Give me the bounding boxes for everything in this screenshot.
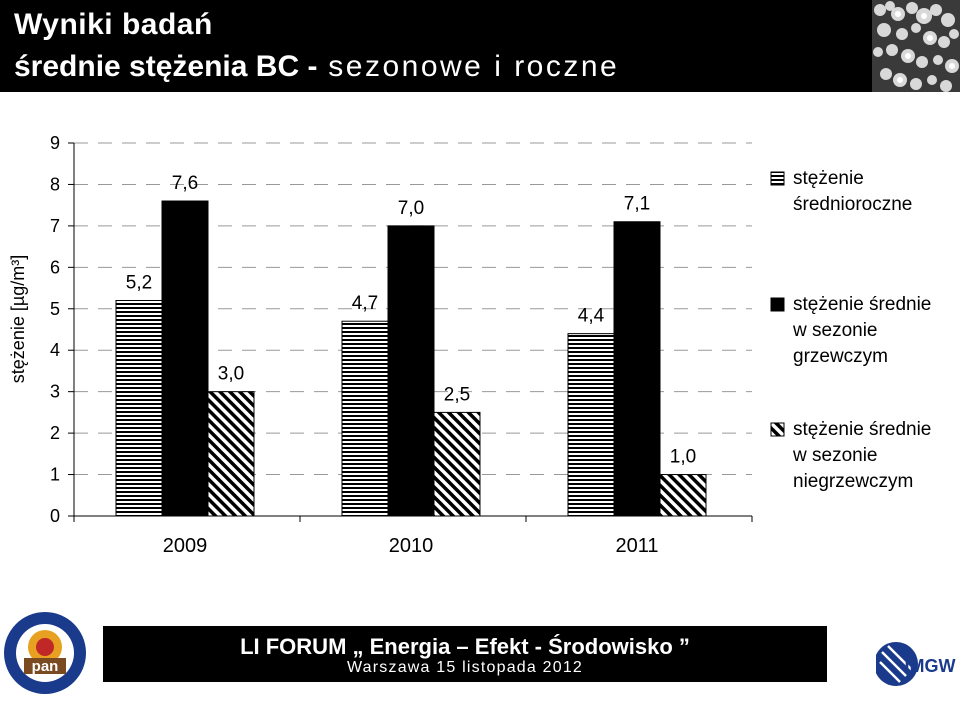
bar-value-label: 7,0 (398, 198, 424, 219)
y-tick-label: 1 (50, 465, 60, 485)
bar (387, 225, 435, 517)
subtitle-main: średnie stężenia BC - (14, 50, 318, 83)
bc-concentration-chart: 0 1 2 3 4 5 6 7 8 9 2009 2010 2011 5,2 7,6 3,0 4,7 7,0 2,… (8, 133, 931, 557)
legend-label: stężenie średnie (793, 294, 931, 315)
bar (161, 200, 209, 517)
x-tick-label: 2009 (163, 535, 208, 557)
bar-value-label: 4,4 (578, 306, 605, 327)
legend-label: w sezonie (792, 320, 878, 341)
y-tick-label: 6 (50, 257, 60, 277)
subtitle-rest: sezonowe i roczne (317, 50, 620, 83)
forum-date: Warszawa 15 listopada 2012 (346, 659, 584, 676)
bar (659, 474, 707, 517)
page-title: Wyniki badań (14, 8, 213, 41)
bar-value-label: 7,1 (624, 194, 650, 215)
bar (341, 320, 389, 517)
bar (567, 333, 615, 517)
bar-value-label: 7,6 (172, 173, 198, 194)
pan-institute-logo: pan (2, 610, 88, 696)
legend-label: stężenie (793, 168, 864, 189)
legend-label: stężenie średnie (793, 419, 931, 440)
y-tick-label: 3 (50, 382, 60, 402)
legend-label: grzewczym (793, 346, 888, 367)
legend-label: niegrzewczym (793, 471, 913, 492)
legend-label: w sezonie (792, 445, 878, 466)
pan-logo-text: pan (32, 658, 59, 675)
legend-swatch (770, 297, 785, 312)
footer-bar: LI FORUM „ Energia – Efekt - Środowisko … (103, 626, 827, 682)
x-tick-label: 2010 (389, 535, 434, 557)
bar-value-label: 3,0 (218, 364, 244, 385)
y-tick-label: 8 (50, 174, 60, 194)
bar-value-label: 4,7 (352, 293, 378, 314)
data-labels: 5,2 7,6 3,0 4,7 7,0 2,5 4,4 7,1 1,0 (126, 173, 696, 468)
legend-swatch (770, 171, 785, 186)
y-tick-label: 0 (50, 506, 60, 526)
microscope-photo (872, 0, 960, 92)
bar (115, 299, 163, 517)
imgw-logo-text: IMGW (905, 656, 956, 676)
y-tick-label: 7 (50, 216, 60, 236)
legend-label: średnioroczne (793, 194, 912, 215)
bars (115, 200, 707, 517)
legend: stężenie średnioroczne stężenie średnie w s… (770, 168, 931, 492)
imgw-logo: IMGW (874, 636, 956, 692)
particles-image (872, 0, 960, 92)
bar-value-label: 1,0 (670, 447, 696, 468)
y-tick-label: 5 (50, 299, 60, 319)
bar (433, 411, 481, 517)
y-tick-label: 9 (50, 133, 60, 153)
header-bar: Wyniki badań średnie stężenia BC - sezon… (0, 0, 872, 92)
x-tick-label: 2011 (615, 535, 658, 557)
page-subtitle: średnie stężenia BC - sezonowe i roczne (14, 50, 619, 84)
y-tick-label: 4 (50, 340, 60, 360)
y-axis-label: stężenie [µg/m³] (8, 255, 28, 383)
bar (613, 221, 661, 517)
bar-value-label: 5,2 (126, 272, 152, 293)
bar (207, 391, 255, 517)
legend-swatch (770, 422, 785, 437)
y-tick-label: 2 (50, 423, 60, 443)
bar-value-label: 2,5 (444, 384, 470, 405)
axes: 0 1 2 3 4 5 6 7 8 9 2009 2010 2011 (50, 133, 753, 557)
forum-title: LI FORUM „ Energia – Efekt - Środowisko … (240, 634, 690, 659)
